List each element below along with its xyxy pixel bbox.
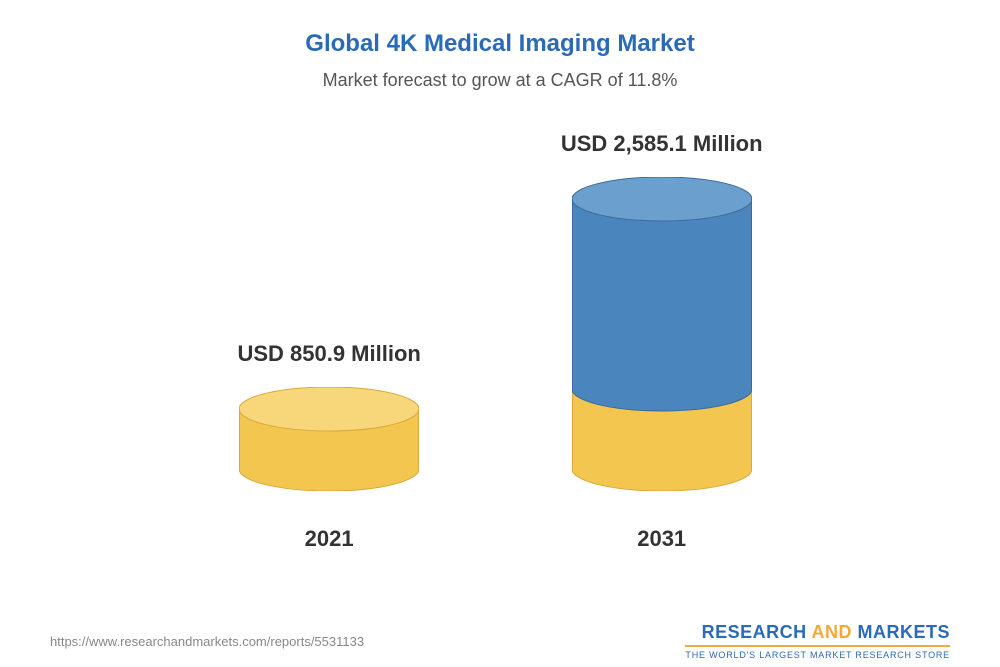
brand-word: AND (811, 622, 852, 642)
chart-title: Global 4K Medical Imaging Market (50, 30, 950, 58)
chart-container: Global 4K Medical Imaging Market Market … (0, 0, 1000, 667)
cylinder-bar: USD 2,585.1 Million 2031 (561, 131, 763, 552)
value-label: USD 850.9 Million (237, 341, 420, 367)
value-label: USD 2,585.1 Million (561, 131, 763, 157)
brand-block: RESEARCH AND MARKETS THE WORLD'S LARGEST… (685, 622, 950, 660)
brand-tagline: THE WORLD'S LARGEST MARKET RESEARCH STOR… (685, 645, 950, 660)
cylinder-bar: USD 850.9 Million 2021 (237, 341, 420, 552)
year-label: 2021 (305, 526, 354, 552)
source-url: https://www.researchandmarkets.com/repor… (50, 634, 364, 649)
cylinder-svg (239, 387, 419, 491)
brand-word: MARKETS (858, 622, 951, 642)
brand-logo-text: RESEARCH AND MARKETS (685, 622, 950, 643)
footer: https://www.researchandmarkets.com/repor… (50, 612, 950, 660)
cylinder-svg (572, 177, 752, 491)
chart-area: USD 850.9 Million 2021 USD 2,585.1 Million… (50, 131, 950, 612)
chart-subtitle: Market forecast to grow at a CAGR of 11.… (50, 70, 950, 91)
year-label: 2031 (637, 526, 686, 552)
brand-word: RESEARCH (702, 622, 807, 642)
